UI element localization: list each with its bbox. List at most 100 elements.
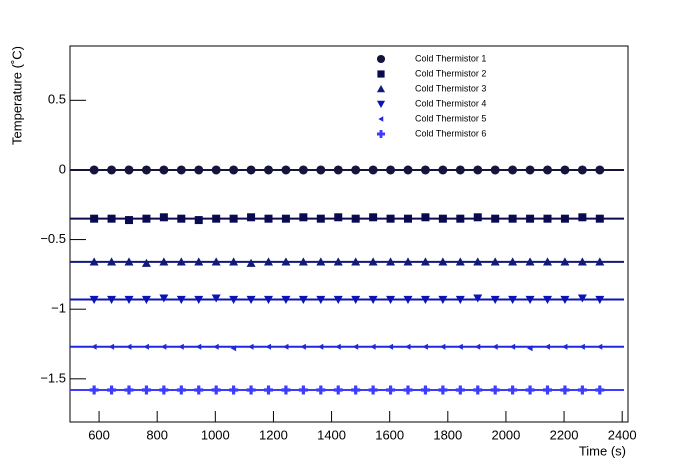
marker	[159, 213, 168, 222]
marker	[248, 343, 254, 350]
marker	[490, 165, 500, 175]
marker	[420, 385, 430, 395]
y-axis-title: Temperature (˚C)	[9, 46, 24, 145]
marker	[229, 385, 239, 395]
marker	[90, 214, 99, 223]
marker	[176, 295, 186, 304]
x-tick-label: 1000	[201, 427, 230, 442]
x-tick-label: 600	[88, 427, 110, 442]
marker	[352, 343, 359, 350]
marker	[246, 295, 256, 304]
y-tick-label: −0.5	[40, 231, 66, 246]
marker	[438, 385, 448, 395]
marker	[525, 385, 535, 395]
marker	[542, 385, 552, 395]
marker	[473, 165, 483, 175]
marker	[141, 258, 151, 267]
marker	[543, 214, 552, 223]
marker	[124, 257, 134, 266]
marker	[560, 165, 570, 175]
marker	[595, 295, 605, 304]
marker	[177, 214, 186, 223]
marker	[176, 257, 186, 266]
marker	[403, 214, 412, 223]
marker	[508, 214, 517, 223]
marker	[194, 165, 204, 175]
marker	[211, 165, 221, 175]
marker	[351, 214, 360, 223]
marker	[107, 257, 117, 266]
marker	[525, 295, 535, 304]
marker	[508, 257, 518, 266]
marker	[316, 214, 325, 223]
marker	[455, 295, 465, 304]
marker	[508, 295, 518, 304]
marker	[456, 214, 465, 223]
x-axis-title: Time (s)	[579, 443, 626, 458]
marker	[474, 343, 481, 350]
legend-marker	[378, 116, 384, 122]
marker	[542, 295, 552, 304]
marker	[107, 165, 117, 175]
marker	[490, 385, 500, 395]
marker	[560, 295, 570, 304]
marker	[527, 345, 533, 352]
marker	[91, 343, 97, 350]
marker	[107, 214, 116, 223]
marker	[492, 343, 498, 350]
marker	[473, 294, 483, 303]
marker	[299, 213, 308, 222]
marker	[404, 343, 411, 350]
marker	[142, 214, 151, 223]
marker	[577, 165, 587, 175]
marker	[438, 214, 447, 223]
marker	[595, 165, 605, 175]
marker	[159, 385, 169, 395]
marker	[334, 213, 343, 222]
marker	[265, 343, 271, 350]
marker	[108, 343, 115, 350]
marker	[300, 343, 306, 350]
marker	[525, 257, 535, 266]
marker	[124, 165, 134, 175]
marker	[281, 257, 291, 266]
marker	[229, 165, 239, 175]
marker	[473, 213, 482, 222]
marker	[577, 294, 587, 303]
marker	[369, 213, 378, 222]
legend-label: Cold Thermistor 3	[415, 83, 486, 93]
marker	[141, 295, 151, 304]
marker	[421, 213, 430, 222]
x-tick-label: 1800	[433, 427, 462, 442]
marker	[316, 165, 326, 175]
marker	[595, 385, 605, 395]
marker	[333, 257, 343, 266]
marker	[386, 295, 396, 304]
marker	[473, 257, 483, 266]
marker	[246, 258, 256, 267]
marker	[229, 214, 238, 223]
marker	[508, 385, 518, 395]
marker	[560, 214, 569, 223]
marker	[579, 343, 585, 350]
marker	[386, 165, 396, 175]
marker	[438, 257, 448, 266]
marker	[263, 257, 273, 266]
marker	[560, 257, 570, 266]
x-tick-label: 1400	[317, 427, 346, 442]
legend-marker	[377, 70, 385, 78]
marker	[351, 385, 361, 395]
y-tick-label: 0.5	[48, 92, 66, 107]
y-tick-label: −1	[51, 301, 66, 316]
marker	[89, 295, 99, 304]
marker	[595, 214, 604, 223]
marker	[595, 257, 605, 266]
legend-marker	[376, 129, 386, 139]
marker	[387, 343, 394, 350]
x-tick-label: 2200	[550, 427, 579, 442]
marker	[194, 257, 204, 266]
marker	[159, 165, 169, 175]
marker	[281, 214, 290, 223]
marker	[457, 343, 463, 350]
